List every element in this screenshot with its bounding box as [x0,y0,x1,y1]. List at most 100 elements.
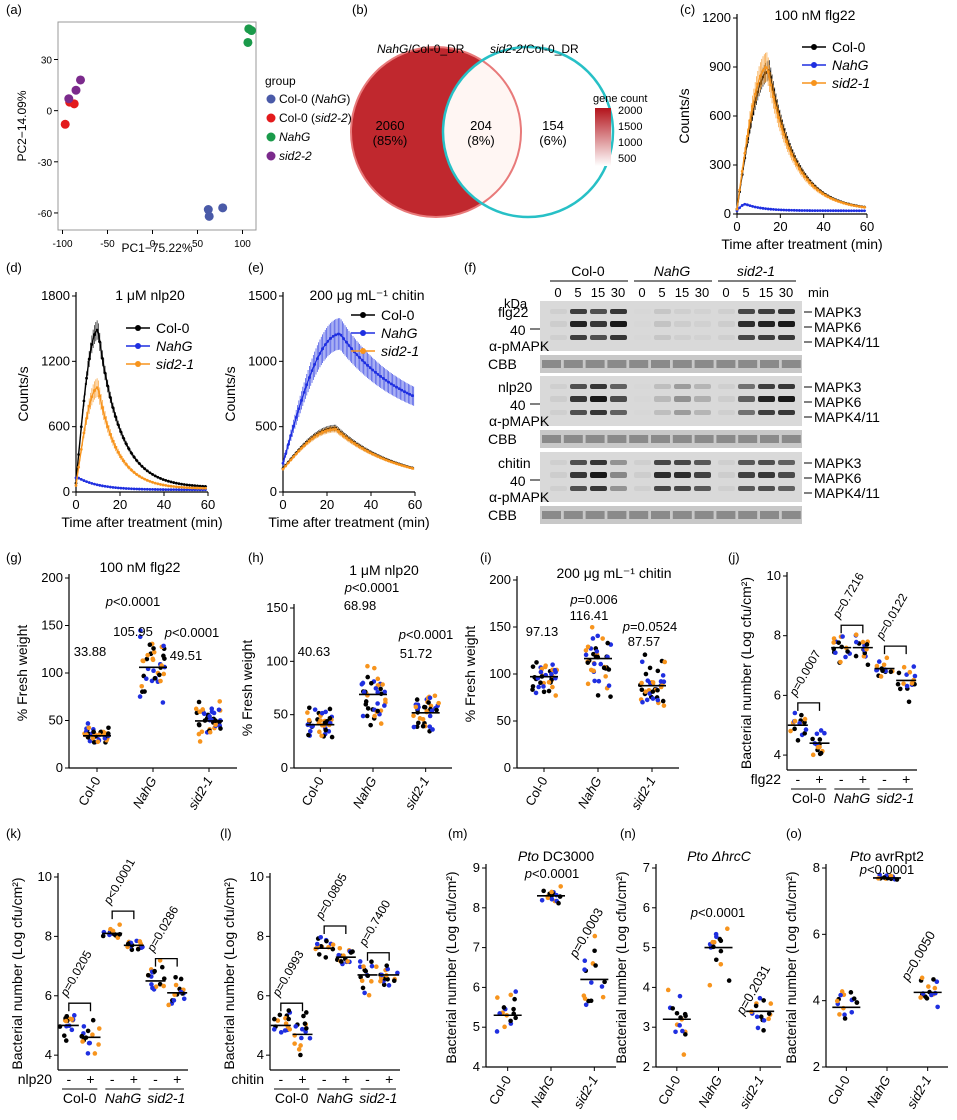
data-point [380,682,385,687]
data-point [541,689,547,695]
data-point [122,486,125,490]
data-point [72,1013,77,1018]
data-point [831,636,837,641]
blot-band [550,309,567,314]
data-point [837,1012,842,1017]
data-point [826,195,830,199]
data-point [810,736,815,742]
data-point [305,441,309,445]
data-point [82,479,86,482]
data-point [87,1040,93,1046]
treatment-sign: + [86,1071,94,1087]
data-point [292,424,295,428]
legend-label: Col-0 [156,320,190,336]
data-point [294,452,298,456]
blot-treatment-label: nlp20 [498,379,532,395]
blot-band [610,396,627,402]
chart-title: Pto ΔhrcC [687,848,752,864]
data-point [764,66,767,69]
data-point [751,204,754,208]
data-point [201,486,205,490]
data-point [308,728,313,734]
data-point [718,938,724,944]
data-point [556,900,561,906]
data-point [834,199,838,202]
data-point [63,1038,69,1043]
pca-point [218,203,228,213]
legend-swatch [266,151,276,161]
data-point [323,955,329,960]
x-tick-label: 60 [860,219,874,234]
data-point [655,668,661,674]
y-tick-label: 8 [813,860,820,875]
p-rest: <0.0001 [172,625,219,640]
blot-band [718,335,735,340]
cbb-band [781,511,801,519]
data-point [87,481,91,484]
data-point [156,475,160,479]
data-point [77,476,81,480]
p-value-label: p<0.0001 [859,862,915,877]
data-point [323,343,327,347]
data-point [788,728,793,734]
data-point [151,488,154,491]
data-point [143,467,147,471]
data-point [87,357,91,361]
venn-right-set [441,45,615,219]
blot-band [570,486,587,491]
blot-band [674,486,691,491]
data-point [193,484,197,488]
p-rest: <0.0001 [352,580,399,595]
axes-e: 0 500 1000 1500 0 20 40 60 [248,288,422,512]
blot-antibody-label: α-pMAPK [489,489,550,505]
blot-band [550,321,567,327]
data-point [161,478,165,481]
panel-label: (e) [248,260,264,275]
data-point [860,205,864,209]
data-point [329,428,332,432]
data-point [798,167,801,171]
data-point [329,337,332,340]
data-point [127,465,131,469]
y-tick-label: -60 [38,209,53,220]
cbb-band [716,360,736,368]
data-point [365,706,371,711]
pca-point [64,94,74,104]
data-point [605,640,611,646]
data-point [324,938,329,944]
data-point [811,183,814,187]
data-point [199,729,205,735]
data-point [173,982,179,988]
data-point [848,990,854,995]
cbb-band [563,360,583,368]
data-point [639,659,645,665]
data-point [880,668,885,674]
data-point [363,968,369,974]
data-point [792,158,796,161]
blot-band [694,384,711,389]
group-3: + [123,938,145,1087]
colorbar-tick-label: 1500 [618,121,642,133]
blot-band [634,472,651,478]
x-tick-label: NahG [695,1073,725,1110]
data-point [795,738,801,743]
blot-timepoint: 0 [638,285,645,300]
data-point [844,209,848,213]
blot-band [694,472,711,478]
data-point [411,724,417,730]
p-italic: p [569,592,577,607]
data-point [769,83,773,87]
data-point [392,461,396,465]
data-point [164,488,168,491]
panel-label: (d) [6,260,22,275]
data-point [364,713,370,719]
data-point [845,649,850,654]
y-axis-label: Bacterial number (Log cfu/cm²) [613,871,629,1063]
genotype-label: NahG [105,1090,142,1106]
data-point [421,704,427,710]
data-point [355,443,359,447]
data-point [434,707,439,713]
cbb-band [585,435,605,443]
data-point [92,1051,98,1056]
blot-band [610,410,627,415]
